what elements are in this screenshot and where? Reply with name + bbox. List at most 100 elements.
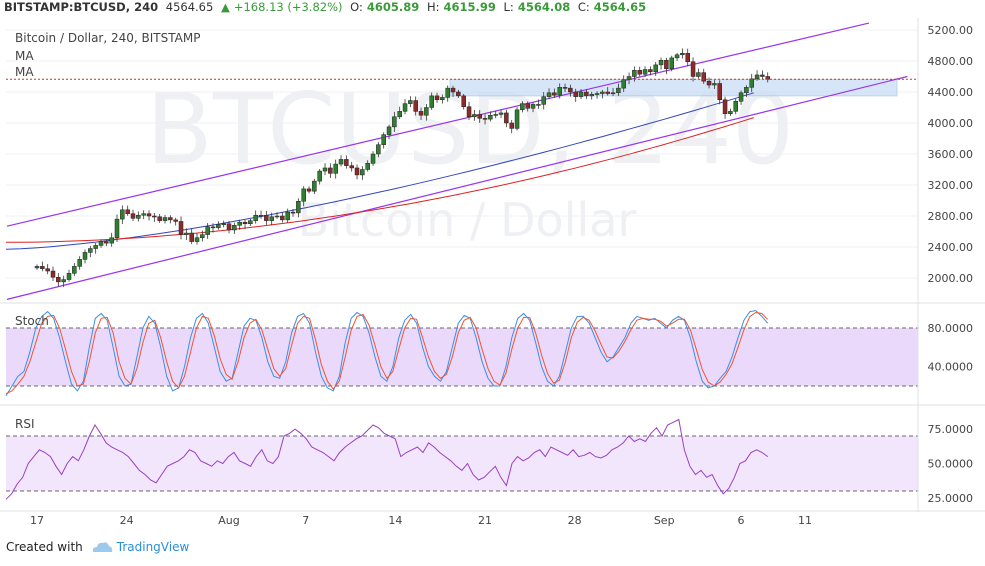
price-grid (6, 29, 918, 279)
candle-body (578, 91, 584, 97)
candle-body (546, 92, 552, 97)
candle-body (296, 201, 301, 214)
candle-body (621, 79, 626, 89)
tradingview-link[interactable]: TradingView (116, 540, 190, 554)
candle (232, 222, 237, 234)
close-key: C: (577, 0, 590, 14)
stoch-lines (5, 310, 769, 396)
candle-body (34, 266, 40, 269)
candle (178, 216, 184, 240)
candle (77, 256, 82, 270)
candle-body (626, 76, 632, 80)
candle (221, 220, 226, 228)
candle (168, 215, 173, 224)
candle (424, 103, 429, 121)
candle (616, 83, 621, 97)
candle-body (685, 53, 690, 63)
candle-body (88, 248, 93, 253)
candle (104, 239, 109, 247)
rsi-line (5, 418, 768, 500)
candle (184, 228, 189, 240)
candle (594, 91, 600, 99)
candle-body (589, 94, 594, 97)
candle (696, 68, 701, 79)
ma-slow-line (6, 117, 754, 243)
candle-body (386, 126, 392, 135)
candle (322, 163, 328, 176)
candle-body (269, 216, 274, 221)
candle-body (706, 80, 712, 86)
candle-body (40, 266, 45, 269)
candle-body (114, 218, 120, 238)
high-value: 4615.99 (443, 0, 496, 14)
time-tick-label: 6 (738, 514, 745, 527)
candle-body (669, 57, 674, 70)
chart-title: Bitcoin / Dollar, 240, BITSTAMP (15, 31, 201, 45)
high-key: H: (426, 0, 440, 14)
price-tick-label: 2000.00 (928, 272, 974, 285)
candle (66, 269, 72, 282)
candle (589, 91, 594, 100)
rsi-tick-label: 25.0000 (928, 492, 974, 505)
candle (269, 212, 274, 226)
candle (141, 210, 146, 220)
candle (450, 85, 456, 97)
candle-body (674, 54, 680, 59)
indicator-bands (6, 327, 918, 492)
candle-body (701, 72, 706, 82)
candle-body (280, 215, 285, 221)
candle (573, 88, 578, 102)
candle-body (536, 104, 541, 106)
candle (706, 77, 712, 89)
candle-body (226, 223, 232, 231)
candle-body (632, 70, 637, 77)
time-tick-label: 7 (302, 514, 309, 527)
candle (418, 107, 424, 120)
candle-body (680, 53, 685, 56)
candle-body (493, 114, 498, 116)
candle-body (221, 223, 226, 225)
candle-body (104, 241, 109, 244)
candle-body (210, 226, 216, 229)
candle (125, 205, 130, 216)
candle (733, 98, 738, 115)
ma-legend-2: MA (15, 65, 34, 79)
candle-body (472, 114, 477, 118)
up-triangle-icon: ▲ (220, 0, 230, 14)
candle-body (381, 134, 386, 145)
candle-body (664, 59, 669, 69)
candle (248, 218, 253, 227)
candle-body (82, 252, 88, 260)
candle-body (237, 221, 242, 226)
candle-body (616, 87, 621, 94)
candle (280, 212, 285, 223)
candle (669, 55, 674, 72)
candle (637, 66, 642, 77)
candle (530, 102, 536, 113)
candle (258, 210, 264, 219)
candle-body (77, 259, 82, 267)
candle-body (456, 91, 461, 97)
stoch-k-line (5, 310, 769, 396)
candle (93, 242, 98, 254)
watermark: BTCUSD, 240 Bitcoin / Dollar (146, 73, 795, 247)
stoch-tick-label: 40.0000 (928, 361, 974, 374)
high-label: H: 4615.99 (427, 0, 500, 14)
candle-body (50, 270, 56, 278)
low-label: L: 4564.08 (504, 0, 575, 14)
resistance-zone (449, 79, 898, 97)
candle-body (408, 100, 413, 104)
candle (456, 89, 461, 98)
rsi-tick-label: 75.0000 (928, 423, 974, 436)
candle (440, 94, 445, 104)
candle (642, 66, 648, 78)
candle-body (520, 103, 525, 111)
candle-body (584, 91, 589, 97)
candle (514, 107, 520, 131)
candle (194, 233, 200, 245)
candle-body (749, 78, 754, 88)
candle (226, 220, 232, 234)
candle (72, 262, 77, 277)
